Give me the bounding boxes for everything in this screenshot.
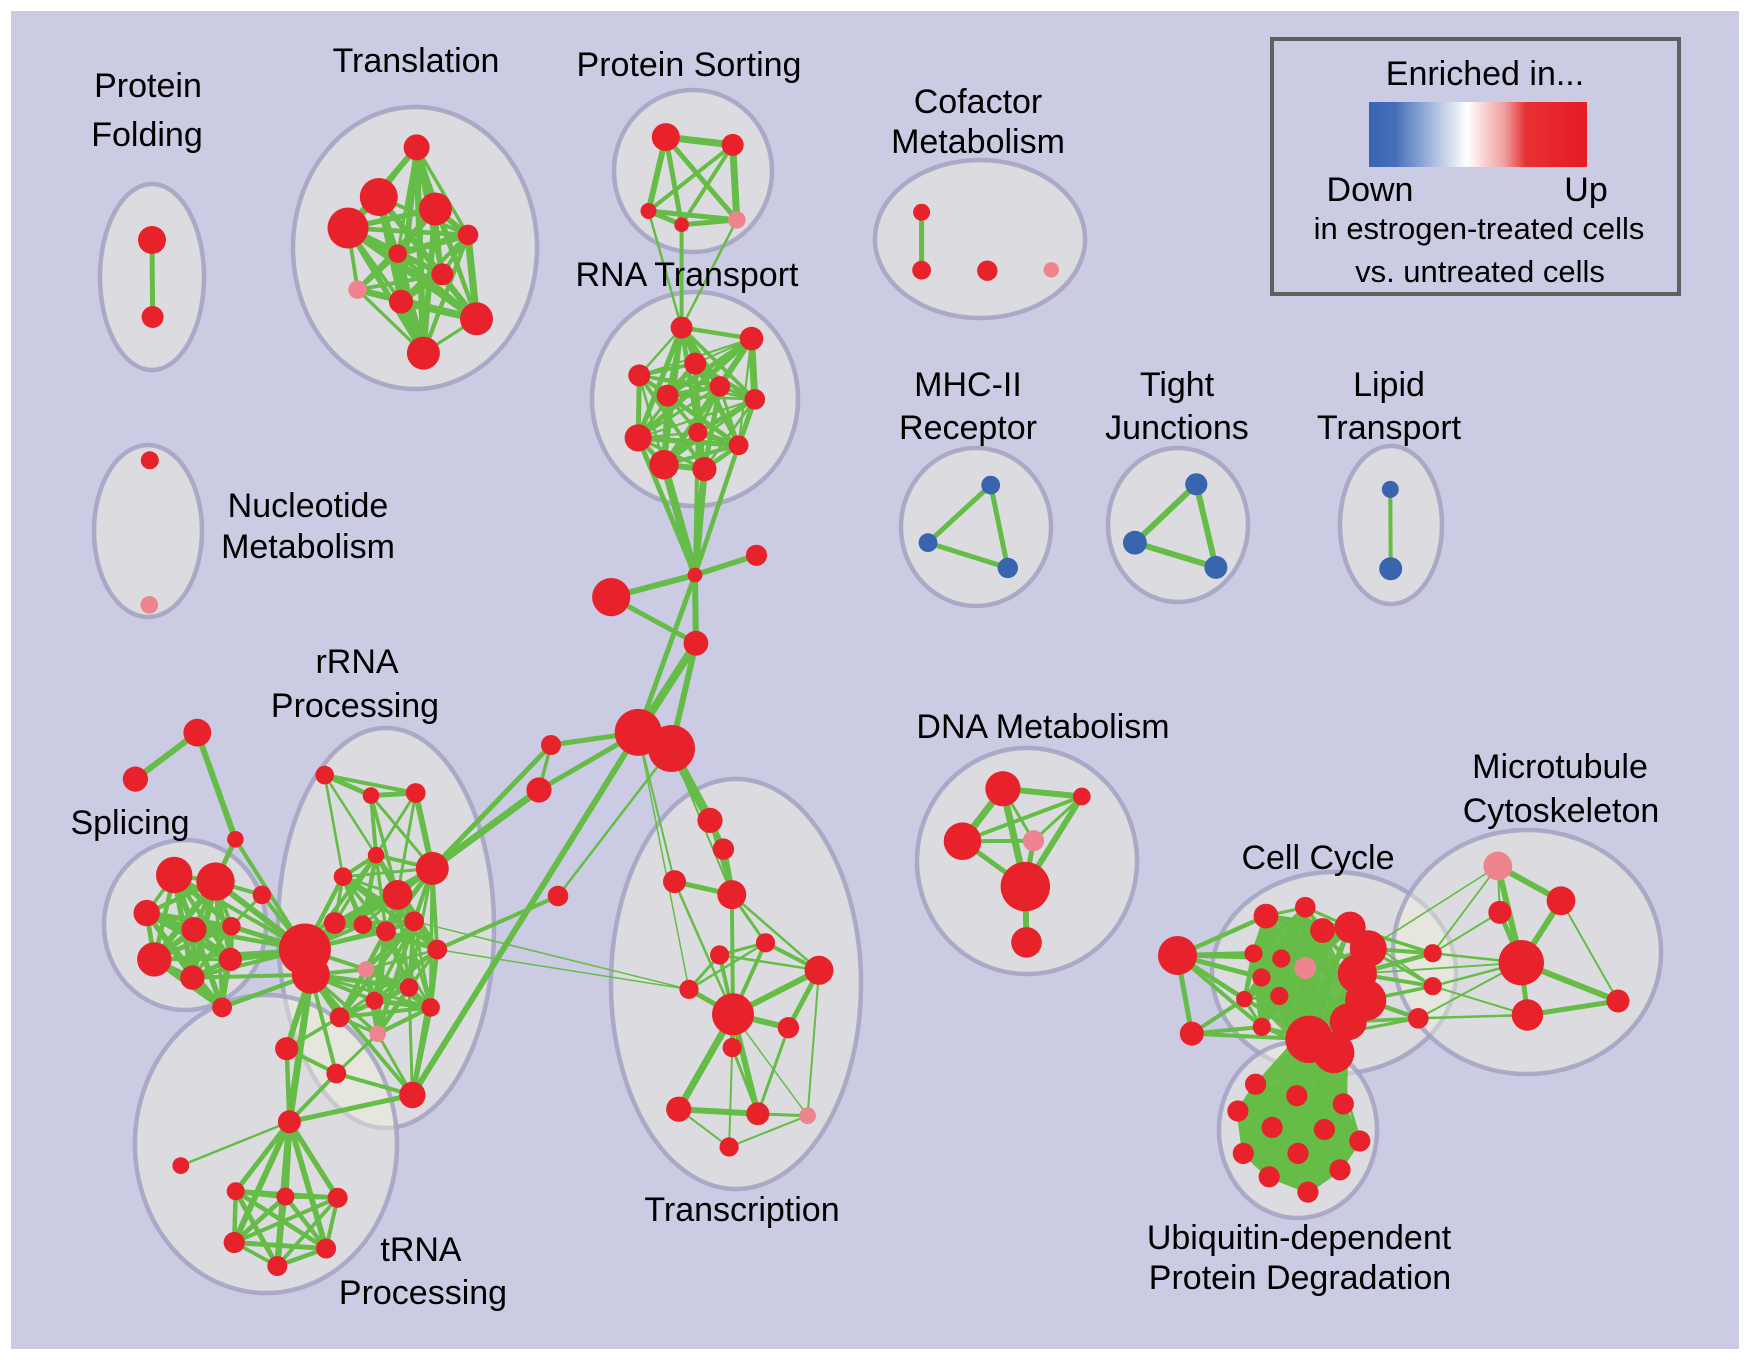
svg-text:Transcription: Transcription [644, 1191, 839, 1229]
svg-text:DNA Metabolism: DNA Metabolism [916, 708, 1169, 746]
svg-text:Processing: Processing [271, 687, 439, 725]
svg-text:Protein Degradation: Protein Degradation [1149, 1259, 1451, 1297]
svg-text:Lipid: Lipid [1353, 366, 1425, 404]
svg-text:Translation: Translation [333, 42, 500, 80]
svg-text:Metabolism: Metabolism [221, 528, 395, 566]
svg-text:Microtubule: Microtubule [1472, 748, 1648, 786]
svg-text:Down: Down [1327, 171, 1414, 209]
svg-text:Tight: Tight [1140, 366, 1215, 404]
svg-text:Up: Up [1564, 171, 1607, 209]
svg-text:Folding: Folding [91, 116, 203, 154]
svg-text:Junctions: Junctions [1105, 409, 1249, 447]
svg-text:Cofactor: Cofactor [914, 83, 1043, 121]
svg-text:vs. untreated cells: vs. untreated cells [1355, 254, 1605, 289]
svg-text:Cytoskeleton: Cytoskeleton [1463, 792, 1660, 830]
svg-text:Protein: Protein [94, 67, 202, 105]
svg-text:Cell Cycle: Cell Cycle [1241, 839, 1394, 877]
svg-text:Processing: Processing [339, 1274, 507, 1312]
svg-text:Protein Sorting: Protein Sorting [577, 46, 802, 84]
svg-text:in estrogen-treated cells: in estrogen-treated cells [1314, 211, 1645, 246]
svg-text:Transport: Transport [1317, 409, 1462, 447]
svg-text:Splicing: Splicing [70, 804, 189, 842]
svg-text:Nucleotide: Nucleotide [228, 487, 389, 525]
svg-text:RNA Transport: RNA Transport [576, 256, 800, 294]
svg-text:MHC-II: MHC-II [914, 366, 1022, 404]
svg-text:rRNA: rRNA [315, 643, 398, 681]
svg-text:tRNA: tRNA [380, 1231, 462, 1269]
svg-text:Receptor: Receptor [899, 409, 1037, 447]
svg-text:Enriched in...: Enriched in... [1386, 55, 1584, 93]
svg-text:Ubiquitin-dependent: Ubiquitin-dependent [1147, 1219, 1452, 1257]
svg-text:Metabolism: Metabolism [891, 123, 1065, 161]
